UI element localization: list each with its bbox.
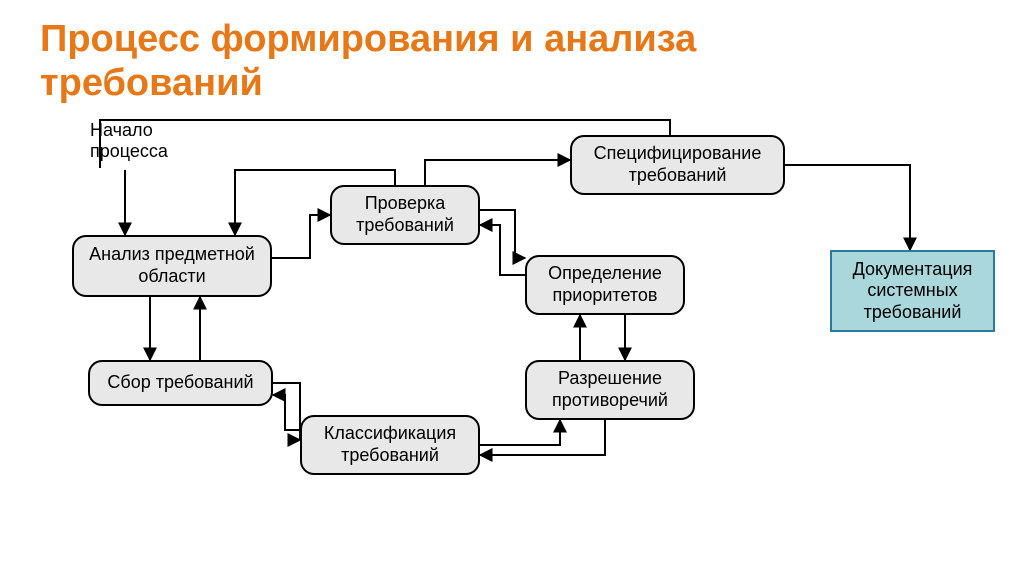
node-check: Проверкатребований	[330, 185, 480, 245]
node-doc: Документациясистемныхтребований	[830, 250, 995, 332]
edge-classify-resolve	[480, 420, 560, 445]
node-priority: Определениеприоритетов	[525, 255, 685, 315]
edge-classify-collect	[273, 395, 300, 430]
edge-check-spec	[425, 160, 570, 185]
node-collect: Сбор требований	[88, 360, 273, 406]
node-classify: Классификациятребований	[300, 415, 480, 475]
flowchart: Анализ предметнойобласти Сбор требований П…	[0, 0, 1024, 576]
edge-resolve-classify	[480, 420, 605, 455]
edge-collect-classify	[273, 383, 300, 440]
edge-analysis-check	[272, 215, 330, 258]
node-analysis: Анализ предметнойобласти	[72, 235, 272, 297]
edge-priority-check	[480, 225, 525, 275]
node-spec: Специфицированиетребований	[570, 135, 785, 195]
node-resolve: Разрешениепротиворечий	[525, 360, 695, 420]
edge-spec-doc	[785, 165, 910, 250]
edge-check-priority	[480, 210, 525, 258]
